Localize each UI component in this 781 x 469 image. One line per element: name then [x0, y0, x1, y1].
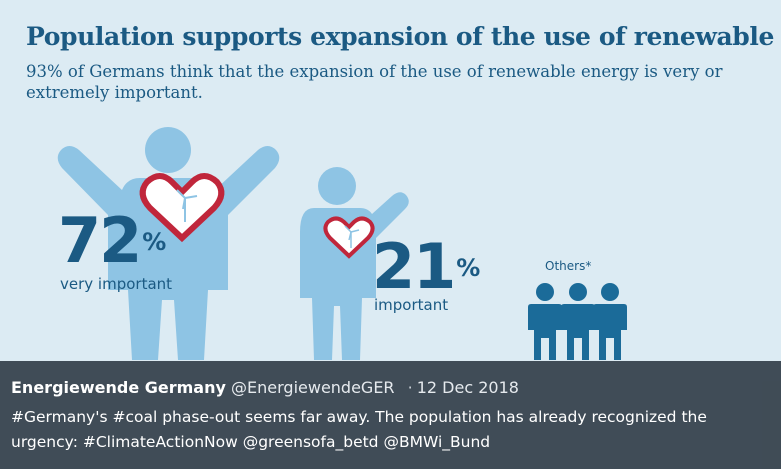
wind-turbine-icon [344, 225, 360, 248]
tweet-header: Energiewende Germany @EnergiewendeGER · 1… [11, 378, 519, 397]
infographic-subtitle: 93% of Germans think that the expansion … [26, 62, 723, 102]
important-percent: 21% [372, 230, 480, 303]
tweet-author-name[interactable]: Energiewende Germany [11, 378, 226, 397]
percent-sign: % [142, 228, 167, 256]
tweet-caption-overlay: Energiewende Germany @EnergiewendeGER · 1… [0, 361, 781, 469]
percent-sign: % [456, 254, 481, 282]
tweet-text: #Germany's #coal phase-out seems far awa… [11, 408, 707, 451]
percent-value: 21 [372, 230, 456, 303]
wind-turbine-icon [176, 189, 198, 222]
very-important-percent: 72% [58, 204, 166, 277]
others-person-figure [528, 283, 562, 360]
tweet-author-handle[interactable]: @EnergiewendeGER [231, 378, 395, 397]
important-label: important [374, 296, 449, 314]
heart-icon [139, 173, 225, 243]
large-person-figure [57, 127, 280, 360]
others-person-figure [593, 283, 627, 360]
heart-icon [323, 216, 375, 259]
tweet-date[interactable]: 12 Dec 2018 [416, 378, 519, 397]
others-person-figure [561, 283, 595, 360]
infographic-title: Population supports expansion of the use… [26, 22, 781, 51]
percent-value: 72 [58, 204, 142, 277]
header-separator: · [407, 378, 413, 397]
others-label: Others* [545, 259, 592, 273]
very-important-label: very important [60, 275, 173, 293]
